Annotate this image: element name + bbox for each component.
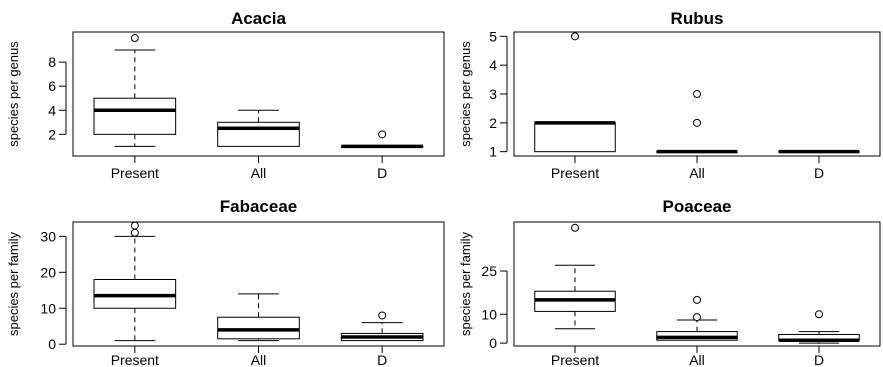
- y-tick-label: 3: [489, 86, 497, 102]
- box-present: [93, 221, 177, 342]
- y-tick-label: 2: [48, 126, 56, 142]
- chart-panel-fabaceae: Fabaceae species per family 0 10 20 30 Present…: [6, 197, 445, 367]
- y-tick-label: 5: [489, 28, 497, 44]
- outlier-point: [693, 295, 701, 304]
- outlier-point: [693, 90, 701, 98]
- y-tick-label: 1: [489, 144, 497, 160]
- outlier-point: [571, 32, 579, 41]
- box-d: [340, 311, 424, 342]
- y-tick-label: 4: [48, 102, 56, 118]
- y-tick-label: 6: [48, 78, 56, 94]
- y-tick-label: 2: [489, 115, 497, 131]
- y-axis-label: species per genus: [6, 41, 21, 147]
- x-tick-label: D: [377, 165, 387, 181]
- iqr-box: [534, 122, 616, 153]
- outlier-point: [130, 34, 139, 43]
- outlier-point: [815, 310, 823, 319]
- box-d: [778, 310, 860, 344]
- x-tick-label: D: [814, 165, 824, 181]
- outlier-point: [130, 221, 139, 230]
- outlier-point: [571, 223, 579, 232]
- x-tick-label: D: [814, 352, 824, 367]
- y-axis-label: species per family: [6, 231, 21, 336]
- box-all: [656, 295, 738, 341]
- box-all: [217, 293, 300, 342]
- chart-title: Poaceae: [663, 197, 732, 216]
- outlier-point: [693, 313, 701, 322]
- y-tick-label: 8: [48, 54, 56, 70]
- y-tick-label: 4: [489, 57, 497, 73]
- chart-panel-rubus: Rubus species per genus 1 2 3 4 5 Present All D: [458, 9, 881, 181]
- box-present: [93, 34, 177, 147]
- outlier-point: [378, 311, 387, 320]
- iqr-box: [217, 121, 300, 147]
- y-tick-label: 20: [40, 264, 56, 280]
- box-present: [534, 223, 616, 330]
- outlier-point: [378, 130, 387, 139]
- iqr-box: [93, 97, 177, 135]
- chart-panel-poaceae: Poaceae species per family 0 10 25 Present All…: [458, 197, 881, 367]
- outlier-point: [693, 118, 701, 127]
- y-tick-label: 10: [481, 306, 497, 322]
- x-tick-label: All: [689, 165, 705, 181]
- y-tick-label: 0: [48, 336, 56, 352]
- chart-panel-acacia: Acacia species per genus 2 4 6 8 Present All D: [6, 9, 445, 181]
- chart-title: Rubus: [671, 9, 724, 28]
- x-tick-label: Present: [111, 165, 159, 181]
- y-tick-label: 10: [40, 300, 56, 316]
- x-tick-label: All: [251, 352, 267, 367]
- chart-title: Acacia: [231, 9, 286, 28]
- y-tick-label: 30: [40, 228, 56, 244]
- box-all: [656, 90, 738, 154]
- x-tick-label: Present: [111, 352, 159, 367]
- x-tick-label: Present: [551, 352, 599, 367]
- x-tick-label: Present: [551, 165, 599, 181]
- box-d: [778, 149, 860, 154]
- iqr-box: [217, 316, 300, 340]
- box-present: [534, 32, 616, 153]
- x-tick-label: D: [377, 352, 387, 367]
- chart-title: Fabaceae: [220, 197, 298, 216]
- y-axis-label: species per genus: [458, 41, 473, 147]
- iqr-box: [93, 279, 177, 309]
- y-tick-label: 0: [489, 335, 497, 351]
- box-all: [217, 109, 300, 147]
- y-axis-label: species per family: [458, 231, 473, 336]
- x-tick-label: All: [689, 352, 705, 367]
- y-tick-label: 25: [481, 263, 497, 279]
- outlier-point: [130, 228, 139, 237]
- x-tick-label: All: [251, 165, 267, 181]
- box-d: [340, 130, 424, 149]
